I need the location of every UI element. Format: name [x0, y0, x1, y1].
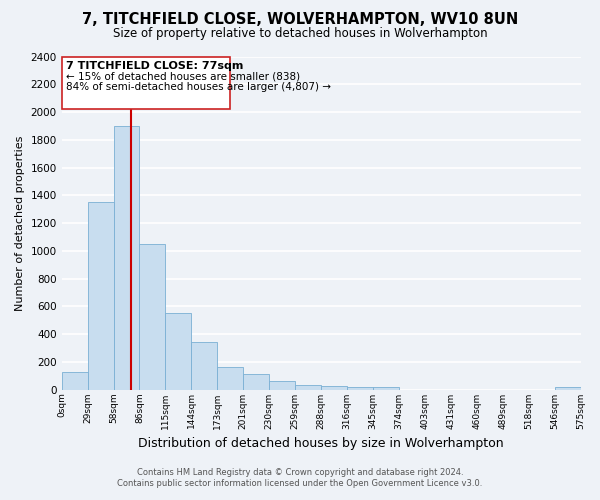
Bar: [554, 388, 581, 390]
Y-axis label: Number of detached properties: Number of detached properties: [15, 136, 25, 310]
Text: ← 15% of detached houses are smaller (838): ← 15% of detached houses are smaller (83…: [66, 72, 300, 82]
Bar: [62, 372, 88, 390]
Bar: [166, 313, 191, 390]
Bar: [217, 366, 243, 390]
Text: 7 TITCHFIELD CLOSE: 77sqm: 7 TITCHFIELD CLOSE: 77sqm: [66, 60, 244, 70]
Bar: [139, 244, 166, 390]
Bar: [243, 374, 269, 390]
Bar: [269, 381, 295, 390]
Text: Contains HM Land Registry data © Crown copyright and database right 2024.
Contai: Contains HM Land Registry data © Crown c…: [118, 468, 482, 487]
Text: Size of property relative to detached houses in Wolverhampton: Size of property relative to detached ho…: [113, 28, 487, 40]
Bar: [113, 126, 139, 390]
FancyBboxPatch shape: [62, 56, 230, 109]
Bar: [347, 386, 373, 390]
X-axis label: Distribution of detached houses by size in Wolverhampton: Distribution of detached houses by size …: [138, 437, 504, 450]
Bar: [321, 386, 347, 390]
Bar: [295, 386, 321, 390]
Text: 7, TITCHFIELD CLOSE, WOLVERHAMPTON, WV10 8UN: 7, TITCHFIELD CLOSE, WOLVERHAMPTON, WV10…: [82, 12, 518, 28]
Bar: [88, 202, 113, 390]
Bar: [191, 342, 217, 390]
Text: 84% of semi-detached houses are larger (4,807) →: 84% of semi-detached houses are larger (…: [66, 82, 331, 92]
Bar: [373, 388, 399, 390]
